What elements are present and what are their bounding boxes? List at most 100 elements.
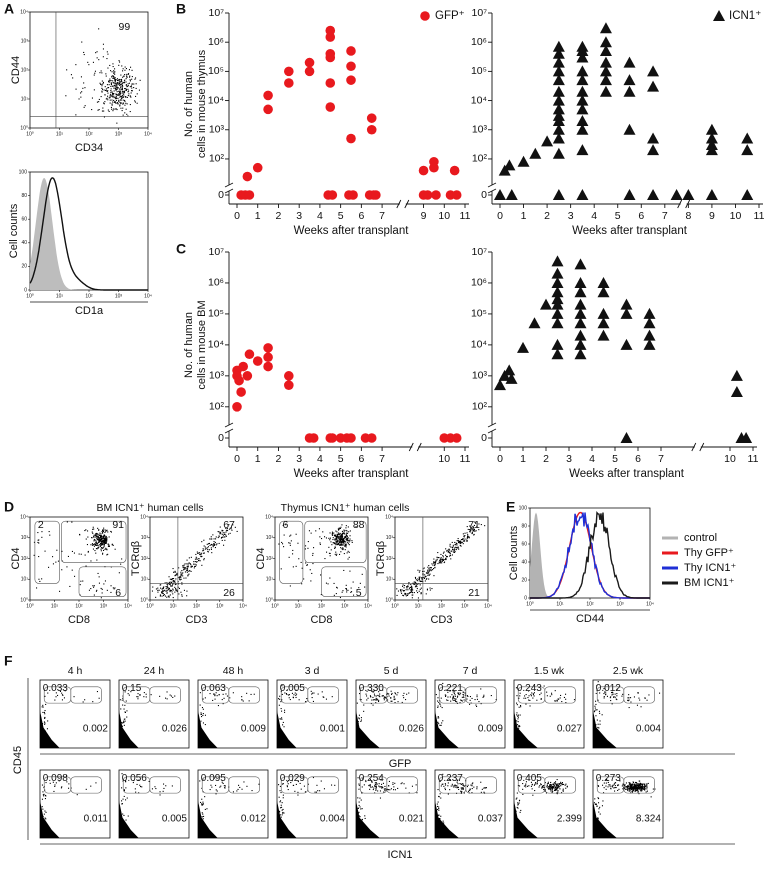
- event-dot: [622, 788, 624, 790]
- event-dot: [92, 61, 94, 63]
- event-dot: [183, 564, 185, 566]
- event-dot: [554, 787, 556, 789]
- event-dot: [82, 580, 84, 582]
- event-dot: [467, 537, 469, 539]
- event-dot: [435, 560, 437, 562]
- event-dot: [199, 692, 201, 694]
- event-dot: [248, 700, 250, 702]
- event-dot: [635, 789, 637, 791]
- event-dot: [534, 783, 536, 785]
- x-tick-label: 3: [296, 210, 302, 222]
- event-dot: [360, 717, 362, 719]
- event-dot: [329, 555, 331, 557]
- event-dot: [483, 694, 485, 696]
- event-dot: [524, 695, 526, 697]
- event-dot: [96, 535, 98, 537]
- event-dot: [199, 780, 201, 782]
- event-dot: [199, 704, 201, 706]
- triangle-point: [599, 44, 612, 56]
- event-dot: [406, 586, 408, 588]
- event-dot: [279, 821, 281, 823]
- event-dot: [379, 797, 381, 799]
- event-dot: [363, 710, 365, 712]
- y-tick-label: 10⁷: [472, 7, 488, 19]
- event-dot: [105, 535, 107, 537]
- event-dot: [630, 783, 632, 785]
- event-dot: [175, 574, 177, 576]
- event-dot: [97, 572, 99, 574]
- event-dot: [520, 705, 522, 707]
- event-dot: [624, 784, 626, 786]
- y-tick-label: 100: [519, 505, 528, 511]
- event-dot: [44, 689, 46, 691]
- event-dot: [297, 791, 299, 793]
- event-dot: [550, 784, 552, 786]
- event-dot: [75, 114, 77, 116]
- event-dot: [447, 782, 449, 784]
- event-dot: [122, 798, 124, 800]
- event-dot: [232, 692, 234, 694]
- event-dot: [73, 696, 75, 698]
- axis-break: [224, 182, 234, 188]
- event-dot: [374, 695, 376, 697]
- event-dot: [280, 819, 282, 821]
- event-dot: [85, 538, 87, 540]
- circle-point: [263, 361, 273, 372]
- event-dot: [131, 83, 133, 85]
- event-dot: [416, 580, 418, 582]
- event-dot: [617, 784, 619, 786]
- event-dot: [200, 553, 202, 555]
- circle-point: [284, 380, 294, 390]
- event-dot: [440, 785, 442, 787]
- event-dot: [338, 537, 340, 539]
- event-dot: [470, 530, 472, 532]
- event-dot: [334, 535, 336, 537]
- event-dot: [281, 541, 283, 543]
- event-dot: [69, 585, 71, 587]
- triangle-point: [620, 338, 633, 350]
- event-dot: [224, 787, 226, 789]
- event-dot: [557, 698, 559, 700]
- event-dot: [351, 541, 353, 543]
- axis-break: [677, 199, 683, 209]
- event-dot: [634, 784, 636, 786]
- event-dot: [101, 547, 103, 549]
- event-dot: [453, 786, 455, 788]
- event-dot: [408, 582, 410, 584]
- event-dot: [110, 91, 112, 93]
- event-dot: [106, 90, 108, 92]
- event-dot: [123, 75, 125, 77]
- event-dot: [126, 76, 128, 78]
- event-dot: [71, 521, 73, 523]
- event-dot: [202, 734, 204, 736]
- event-dot: [557, 790, 559, 792]
- event-dot: [101, 588, 103, 590]
- event-dot: [517, 716, 519, 718]
- event-dot: [294, 790, 296, 792]
- event-dot: [452, 785, 454, 787]
- event-dot: [120, 74, 122, 76]
- event-dot: [124, 691, 126, 693]
- event-dot: [341, 524, 343, 526]
- event-dot: [441, 707, 443, 709]
- event-dot: [338, 529, 340, 531]
- event-dot: [596, 719, 598, 721]
- event-dot: [454, 551, 456, 553]
- event-dot: [426, 589, 428, 591]
- event-dot: [604, 691, 606, 693]
- event-dot: [470, 528, 472, 530]
- event-dot: [628, 697, 630, 699]
- event-dot: [62, 694, 64, 696]
- event-dot: [323, 788, 325, 790]
- event-dot: [61, 569, 63, 571]
- event-dot: [100, 597, 102, 599]
- event-dot: [293, 784, 295, 786]
- event-dot: [444, 561, 446, 563]
- event-dot: [338, 534, 340, 536]
- event-dot: [224, 532, 226, 534]
- event-dot: [427, 571, 429, 573]
- event-dot: [120, 98, 122, 100]
- event-dot: [174, 584, 176, 586]
- event-dot: [122, 70, 124, 72]
